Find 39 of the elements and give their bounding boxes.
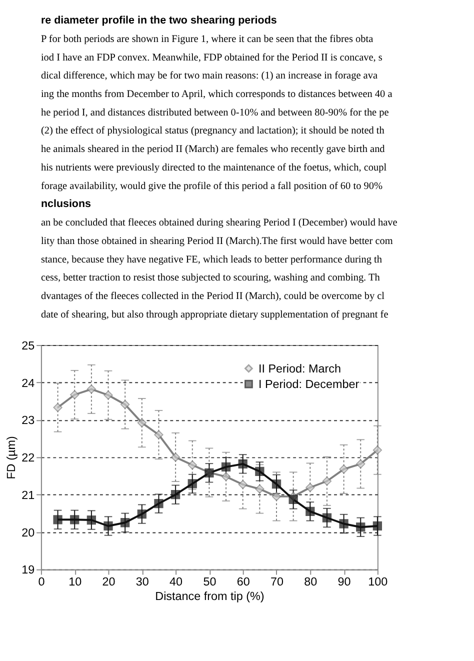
y-tick-label: 21: [22, 488, 35, 502]
x-tick-label: 10: [68, 575, 82, 588]
x-tick-label: 20: [102, 575, 116, 588]
text: (2) the effect of physiological status (pregnancy and lactation); it should be noted th: [40, 126, 384, 137]
text: re diameter profile in the two shearing periods: [40, 14, 277, 27]
text: dical difference, which may be for two main reasons: (1) an increase in forage ava: [40, 70, 378, 82]
text: cess, better traction to resist those subjected to scouring, washing and combing. Th: [40, 272, 380, 284]
text: stance, because they have negative FE, which leads to better performance during th: [40, 254, 382, 266]
text: an be concluded that fleeces obtained during shearing Period I (December) would have: [40, 218, 398, 229]
text: his nutrients were previously directed to the maintenance of the foetus, which, coupl: [40, 162, 387, 174]
text: iod I have an FDP convex. Meanwhile, FDP obtained for the Period II is concave, s: [40, 52, 382, 64]
text: dvantages of the fleeces collected in the Period II (March), could be overcome by cl: [40, 290, 385, 302]
x-tick-label: 90: [338, 575, 352, 588]
text: lity than those obtained in shearing Period II (March).The first would have better com: [40, 236, 393, 247]
legend-label: I Period: December: [258, 378, 360, 391]
y-tick-label: 25: [22, 339, 36, 352]
text: ing the months from December to April, which corresponds to distances between 40 a: [40, 89, 393, 100]
x-tick-label: 30: [136, 575, 150, 588]
x-tick-label: 70: [270, 575, 284, 588]
text: he animals sheared in the period II (March) are females who recently gave birth and: [40, 144, 385, 156]
x-tick-label: 80: [304, 575, 318, 588]
text: date of shearing, but also through appropriate dietary supplementation of pregnant fe: [40, 309, 389, 320]
y-tick-label: 23: [22, 414, 35, 428]
y-tick-label: 24: [22, 376, 36, 390]
text: P for both periods are shown in Figure 1, where it can be seen that the fibres obta: [40, 34, 374, 45]
x-axis-title: Distance from tip (%): [155, 590, 264, 604]
y-tick-label: 20: [22, 526, 36, 540]
x-tick-label: 100: [368, 575, 388, 588]
legend-label: II Period: March: [258, 362, 341, 376]
x-tick-label: 40: [170, 575, 184, 588]
x-tick-label: 0: [38, 575, 46, 588]
x-tick-label: 50: [203, 575, 217, 588]
text: he period I, and distances distributed between 0-10% and between 80-90% for the pe: [40, 107, 390, 118]
y-tick-label: 19: [22, 564, 35, 577]
y-axis-title: FD (µm): [4, 436, 18, 480]
x-tick-label: 60: [236, 575, 250, 588]
text: nclusions: [40, 198, 92, 210]
y-tick-label: 22: [22, 452, 35, 465]
text: forage availability, would give the profile of this period a fall position of 60 to 90%: [40, 180, 383, 192]
